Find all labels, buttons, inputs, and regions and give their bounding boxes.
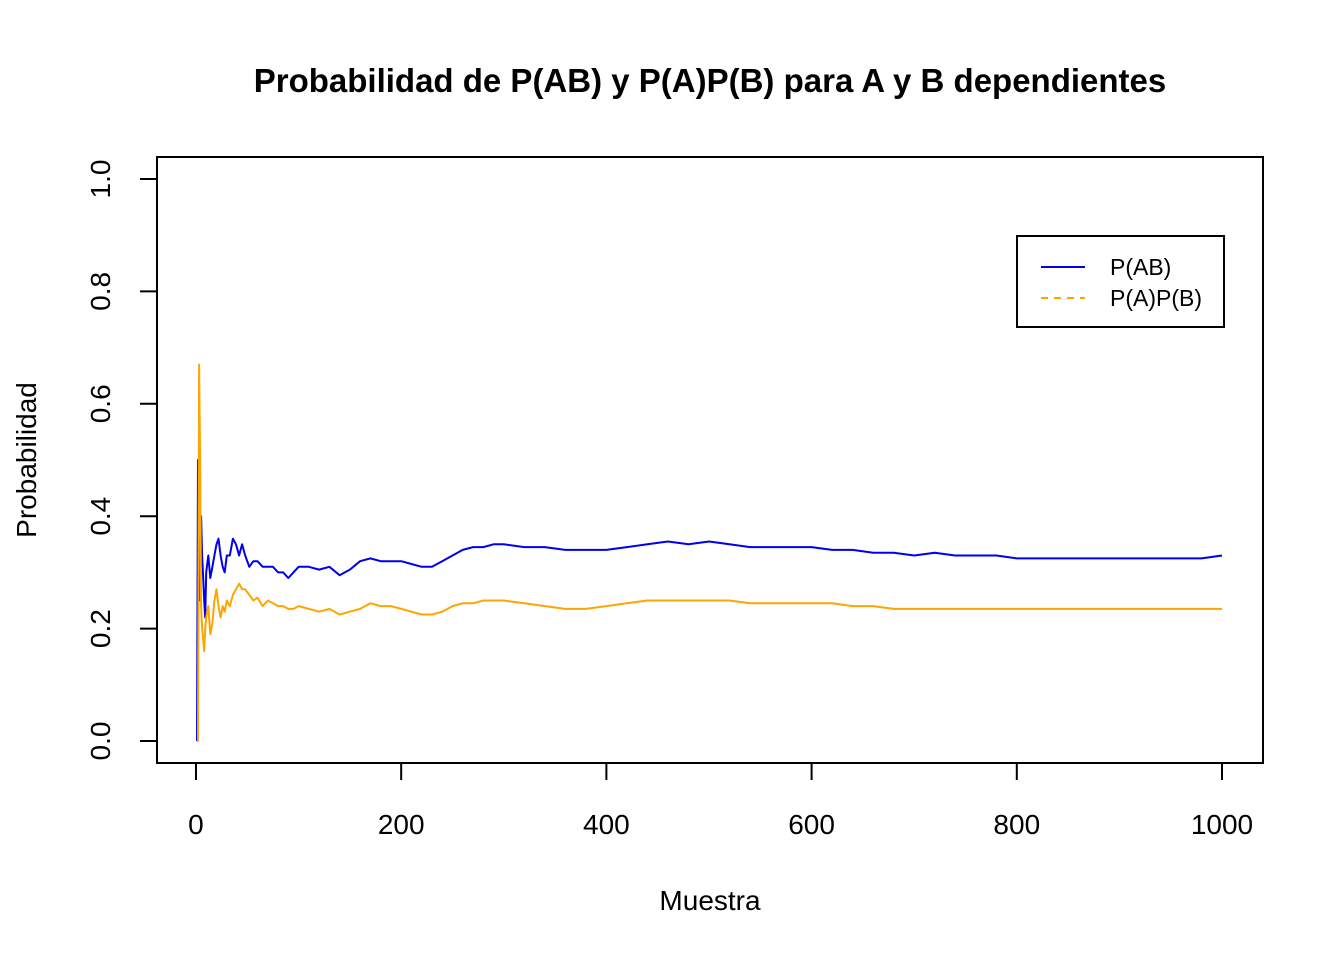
legend-label-papb: P(A)P(B) <box>1110 285 1202 311</box>
y-tick-label: 1.0 <box>85 160 116 199</box>
series-layer <box>196 363 1223 742</box>
y-tick-label: 0.6 <box>85 384 116 423</box>
x-tick-label: 600 <box>788 809 835 840</box>
chart-title: Probabilidad de P(AB) y P(A)P(B) para A … <box>254 62 1167 99</box>
x-tick-label: 400 <box>583 809 630 840</box>
y-axis: 0.0 0.2 0.4 0.6 0.8 1.0 <box>85 160 158 761</box>
y-tick-label: 0.8 <box>85 272 116 311</box>
legend-label-pab: P(AB) <box>1110 254 1171 280</box>
x-tick-label: 1000 <box>1191 809 1253 840</box>
legend: P(AB) P(A)P(B) <box>1016 235 1225 328</box>
y-axis-label: Probabilidad <box>11 382 42 538</box>
x-tick-label: 800 <box>993 809 1040 840</box>
x-axis: 0 200 400 600 800 1000 <box>188 762 1253 840</box>
series-line-pab <box>196 459 1223 742</box>
x-tick-label: 0 <box>188 809 204 840</box>
legend-box <box>1016 235 1225 328</box>
series-line-papb <box>197 363 1222 742</box>
x-axis-label: Muestra <box>659 885 761 916</box>
x-tick-label: 200 <box>378 809 425 840</box>
y-tick-label: 0.2 <box>85 609 116 648</box>
y-tick-label: 0.4 <box>85 497 116 536</box>
y-tick-label: 0.0 <box>85 722 116 761</box>
